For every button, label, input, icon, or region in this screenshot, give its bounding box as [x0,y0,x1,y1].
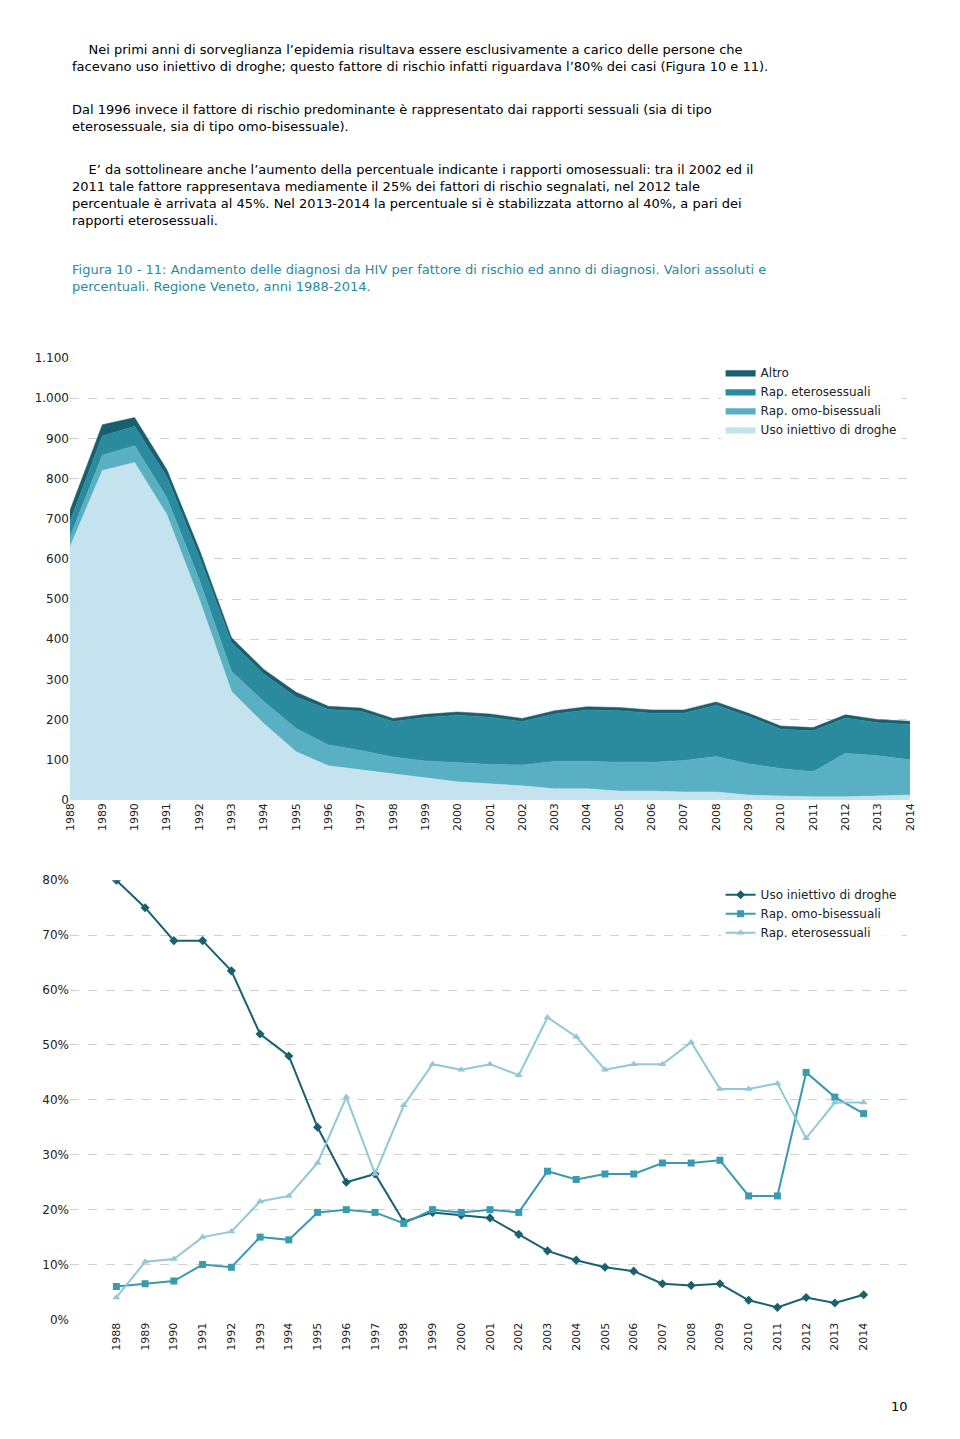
svg-text:2012: 2012 [800,1323,813,1351]
svg-text:Uso iniettivo di droghe: Uso iniettivo di droghe [761,888,897,902]
svg-text:1994: 1994 [257,803,270,831]
svg-text:2000: 2000 [451,803,464,831]
svg-text:Altro: Altro [761,366,789,380]
svg-text:1997: 1997 [354,803,367,831]
svg-text:2011: 2011 [807,803,820,831]
svg-text:1992: 1992 [225,1323,238,1351]
svg-text:20%: 20% [42,1203,69,1217]
svg-text:1995: 1995 [311,1323,324,1351]
svg-text:40%: 40% [42,1093,69,1107]
svg-text:1990: 1990 [167,1323,180,1351]
svg-text:400: 400 [46,632,69,646]
svg-text:2006: 2006 [627,1323,640,1351]
svg-text:2000: 2000 [455,1323,468,1351]
svg-text:2001: 2001 [484,803,497,831]
svg-text:2010: 2010 [742,1323,755,1351]
svg-text:2003: 2003 [541,1323,554,1351]
svg-text:1989: 1989 [96,803,109,831]
svg-text:10: 10 [891,1399,908,1414]
svg-text:2001: 2001 [484,1323,497,1351]
svg-text:500: 500 [46,592,69,606]
svg-text:1998: 1998 [387,803,400,831]
svg-text:2008: 2008 [710,803,723,831]
svg-text:Nei primi anni di sorveglianza: Nei primi anni di sorveglianza l’epidemi… [72,42,768,74]
svg-text:Uso iniettivo di droghe: Uso iniettivo di droghe [761,423,897,437]
svg-text:1999: 1999 [419,803,432,831]
svg-text:1990: 1990 [128,803,141,831]
svg-text:1998: 1998 [397,1323,410,1351]
svg-text:800: 800 [46,472,69,486]
svg-text:1991: 1991 [196,1323,209,1351]
svg-text:1.100: 1.100 [35,351,69,365]
svg-text:Figura 10 - 11: Andamento dell: Figura 10 - 11: Andamento delle diagnosi… [72,262,766,294]
svg-text:2004: 2004 [570,1323,583,1351]
svg-text:1997: 1997 [369,1323,382,1351]
svg-text:2013: 2013 [871,803,884,831]
svg-text:50%: 50% [42,1038,69,1052]
svg-text:2011: 2011 [771,1323,784,1351]
svg-text:2007: 2007 [677,803,690,831]
svg-text:2009: 2009 [713,1323,726,1351]
svg-text:E’ da sottolineare anche l’aum: E’ da sottolineare anche l’aumento della… [72,162,753,228]
svg-text:1992: 1992 [193,803,206,831]
svg-text:2014: 2014 [904,803,917,831]
svg-text:Rap. eterosessuali: Rap. eterosessuali [761,385,871,399]
svg-text:1988: 1988 [110,1323,123,1351]
svg-text:1993: 1993 [225,803,238,831]
svg-text:2002: 2002 [516,803,529,831]
svg-text:2008: 2008 [685,1323,698,1351]
svg-text:10%: 10% [42,1258,69,1272]
svg-text:Rap. omo-bisessuali: Rap. omo-bisessuali [761,404,881,418]
svg-text:1993: 1993 [254,1323,267,1351]
svg-text:200: 200 [46,713,69,727]
svg-text:900: 900 [46,432,69,446]
svg-text:2007: 2007 [656,1323,669,1351]
svg-text:2006: 2006 [645,803,658,831]
svg-text:300: 300 [46,673,69,687]
svg-text:700: 700 [46,512,69,526]
svg-text:2012: 2012 [839,803,852,831]
svg-text:70%: 70% [42,928,69,942]
svg-text:2009: 2009 [742,803,755,831]
svg-text:0%: 0% [50,1313,69,1327]
svg-text:60%: 60% [42,983,69,997]
svg-text:2004: 2004 [580,803,593,831]
svg-text:2005: 2005 [599,1323,612,1351]
svg-text:Dal 1996 invece il fattore di: Dal 1996 invece il fattore di rischio pr… [72,102,712,134]
svg-text:100: 100 [46,753,69,767]
svg-text:1995: 1995 [290,803,303,831]
svg-text:Rap. omo-bisessuali: Rap. omo-bisessuali [761,907,881,921]
svg-text:1996: 1996 [322,803,335,831]
svg-text:Rap. eterosessuali: Rap. eterosessuali [761,926,871,940]
svg-text:2013: 2013 [828,1323,841,1351]
svg-text:2003: 2003 [548,803,561,831]
svg-text:2014: 2014 [857,1323,870,1351]
svg-text:2002: 2002 [512,1323,525,1351]
svg-text:30%: 30% [42,1148,69,1162]
svg-text:1996: 1996 [340,1323,353,1351]
svg-text:1.000: 1.000 [35,391,69,405]
svg-text:1988: 1988 [64,803,77,831]
svg-text:1994: 1994 [282,1323,295,1351]
svg-text:1991: 1991 [160,803,173,831]
svg-text:1989: 1989 [139,1323,152,1351]
svg-text:0: 0 [61,793,69,807]
svg-text:600: 600 [46,552,69,566]
svg-text:1999: 1999 [426,1323,439,1351]
svg-text:2005: 2005 [613,803,626,831]
svg-text:80%: 80% [42,873,69,887]
svg-text:2010: 2010 [774,803,787,831]
